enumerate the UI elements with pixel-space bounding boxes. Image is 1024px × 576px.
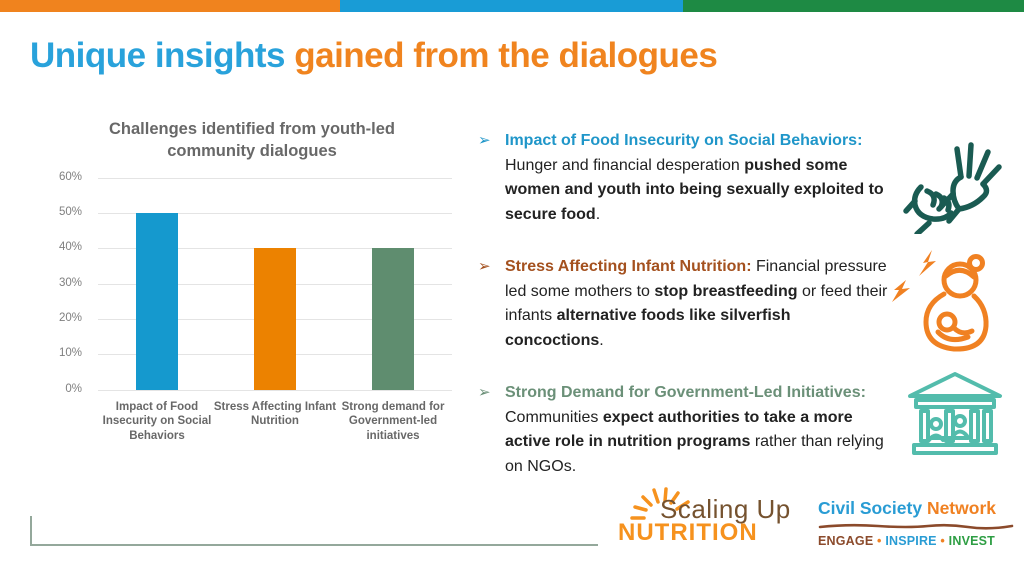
csn-underline-squiggle (818, 523, 1014, 530)
bullet-item: ➢ Stress Affecting Infant Nutrition: Fina… (478, 255, 892, 353)
footer-corner-line-horizontal (30, 544, 598, 546)
chart-bar (254, 248, 296, 390)
government-building-icon (902, 368, 1008, 458)
csn-title-part-2: Network (926, 498, 996, 518)
bullet-text: Communities (505, 408, 603, 426)
chart-gridline (98, 177, 452, 179)
footer-corner-line-vertical (30, 516, 32, 546)
bullet-text: Hunger and financial desperation (505, 156, 745, 174)
bullet-text: . (595, 205, 601, 223)
chart-ytick-label: 40% (58, 241, 82, 254)
csn-squiggle-path (818, 523, 1014, 530)
sun-rays-strokes (630, 487, 690, 520)
top-bar-segment-blue (340, 0, 683, 12)
hand-grabbing-wrist-icon (903, 139, 1005, 237)
top-accent-bar (0, 0, 1024, 12)
bullet-text-bold: stop breastfeeding (654, 282, 798, 300)
bullet-item: ➢ Impact of Food Insecurity on Social Beh… (478, 129, 892, 227)
bullet-text-bold: expect authorities to take a more active… (505, 408, 853, 451)
tagline-word: ENGAGE (818, 534, 874, 548)
csn-logo-title: Civil Society Network (818, 498, 1018, 519)
civil-society-network-logo: Civil Society Network ENGAGE • INSPIRE •… (818, 498, 1018, 548)
chart-xlabels: Impact of Food Insecurity on Social Beha… (98, 400, 452, 470)
scaling-up-nutrition-logo: Scaling Up NUTRITION (616, 476, 821, 550)
bullet-header: Strong Demand for Government-Led Initiat… (505, 384, 866, 401)
tagline-word: INVEST (948, 534, 996, 548)
stressed-mother-nursing-icon (892, 250, 1012, 360)
chart-xtick-label: Strong demand for Government-led initiat… (341, 400, 445, 443)
chart-plot-area: 60% 50% 40% 30% 20% 10% 0% Impact of Food Inse… (42, 171, 462, 478)
bullet-header: Impact of Food Insecurity on Social Beha… (505, 132, 863, 149)
bullet-arrow-icon: ➢ (478, 384, 491, 401)
bullet-text: or feed their infants (505, 282, 888, 325)
chart-ytick-label: 10% (58, 347, 82, 360)
chart-ytick-label: 0% (65, 382, 82, 395)
bullet-text: rather than relying on NGOs. (505, 433, 884, 475)
chart-bar (136, 212, 178, 390)
tagline-word: INSPIRE (885, 534, 937, 548)
bullet-text: . (599, 331, 604, 349)
csn-tagline: ENGAGE • INSPIRE • INVEST (818, 534, 1018, 548)
bullet-arrow-icon: ➢ (478, 132, 491, 149)
tagline-separator-dot: • (873, 534, 886, 548)
chart-yaxis: 60% 50% 40% 30% 20% 10% 0% (42, 171, 88, 395)
challenges-bar-chart: Challenges identified from youth-led com… (42, 118, 462, 478)
chart-ytick-label: 50% (58, 205, 82, 218)
slide-title: Unique insights gained from the dialogue… (30, 36, 718, 76)
bullet-header: Stress Affecting Infant Nutrition: (505, 258, 752, 275)
bullet-text: Financial pressure led some mothers to (505, 258, 887, 300)
chart-gridline (98, 212, 452, 214)
chart-bar (372, 248, 414, 390)
chart-xtick-label: Impact of Food Insecurity on Social Beha… (102, 400, 212, 443)
tagline-separator-dot: • (936, 534, 949, 548)
top-bar-segment-green (683, 0, 1024, 12)
sun-logo-text-scaling-up: Scaling Up (660, 494, 791, 524)
bullet-item: ➢ Strong Demand for Government-Led Initia… (478, 381, 892, 479)
chart-gridline (98, 389, 452, 391)
chart-ytick-label: 60% (58, 170, 82, 183)
bullet-list: ➢ Impact of Food Insecurity on Social Beh… (478, 129, 892, 507)
top-bar-segment-orange (0, 0, 340, 12)
chart-ytick-label: 20% (58, 311, 82, 324)
chart-ytick-label: 30% (58, 276, 82, 289)
bullet-text-bold: alternative foods like silverfish concoc… (505, 307, 791, 349)
bullet-text-bold: pushed some women and youth into being s… (505, 156, 884, 223)
chart-title: Challenges identified from youth-led com… (108, 120, 396, 161)
csn-title-part-1: Civil Society (818, 498, 927, 518)
sun-logo-text-nutrition: NUTRITION (618, 519, 758, 546)
chart-xtick-label: Stress Affecting Infant Nutrition (213, 400, 337, 428)
sun-rays-icon (630, 487, 690, 520)
bullet-arrow-icon: ➢ (478, 258, 491, 275)
chart-plot (98, 177, 452, 391)
title-part-1: Unique insights (30, 36, 286, 75)
title-part-2: gained from the dialogues (285, 36, 718, 75)
